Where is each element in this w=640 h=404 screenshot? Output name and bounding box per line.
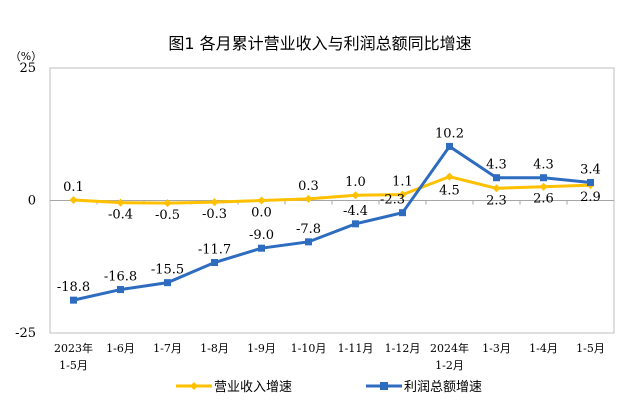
data-point (257, 196, 266, 205)
x-tick-label: 1-2月 (435, 359, 464, 372)
data-point (540, 174, 547, 182)
x-tick-label: 1-5月 (59, 359, 88, 372)
legend-item-revenue[interactable]: 营业收入增速 (176, 376, 292, 395)
data-point (351, 191, 360, 200)
legend-item-profit[interactable]: 利润总额增速 (366, 376, 482, 395)
data-label: 1.0 (345, 175, 366, 190)
data-label: -7.8 (296, 222, 321, 237)
series-line-1 (73, 144, 591, 302)
data-point (164, 279, 171, 287)
x-tick-label: 1-8月 (200, 342, 229, 355)
data-point (70, 296, 77, 304)
y-axis-unit: （%） (10, 50, 42, 63)
data-label: -0.3 (202, 207, 227, 222)
data-label: -15.5 (151, 263, 184, 278)
legend-diamond-icon (176, 381, 212, 390)
y-tick-label: 0 (28, 194, 36, 209)
data-label: -0.4 (108, 208, 133, 223)
data-label: 2.3 (486, 193, 507, 208)
series-line-0 (73, 175, 591, 205)
data-label: 4.3 (486, 158, 507, 173)
data-label: 0.0 (251, 206, 272, 221)
chart-title: 图1 各月累计营业收入与利润总额同比增速 (168, 34, 472, 53)
data-point (587, 178, 594, 186)
data-point (399, 209, 406, 217)
data-point (258, 244, 265, 252)
x-tick-label: 2023年 (54, 341, 93, 355)
x-tick-label: 1-9月 (247, 342, 276, 355)
x-tick-label: 1-11月 (338, 342, 374, 355)
data-label: 3.4 (580, 162, 601, 177)
x-tick-label: 1-5月 (576, 342, 605, 355)
data-label: 4.3 (533, 158, 554, 173)
x-tick-label: 1-3月 (482, 342, 511, 355)
legend-square-icon (366, 381, 402, 390)
data-label: 0.3 (298, 179, 319, 194)
x-tick-label: 1-12月 (385, 342, 421, 355)
data-point (305, 238, 312, 246)
data-point (398, 190, 407, 199)
data-point (539, 182, 548, 191)
data-label: 1.1 (392, 175, 413, 190)
x-tick-label: 2024年 (430, 341, 469, 355)
data-point (116, 198, 125, 207)
data-label: 10.2 (435, 126, 464, 141)
x-tick-label: 1-6月 (106, 342, 135, 355)
legend-label: 营业收入增速 (214, 380, 293, 395)
data-label: 2.9 (580, 190, 601, 205)
data-point (117, 286, 124, 294)
data-point (211, 259, 218, 267)
data-point (446, 142, 453, 150)
data-label: -0.5 (155, 208, 180, 223)
data-point (445, 172, 454, 181)
data-label: -16.8 (104, 270, 137, 285)
x-tick-label: 1-10月 (291, 342, 327, 355)
data-label: -4.4 (343, 204, 368, 219)
data-point (352, 220, 359, 228)
data-point (304, 194, 313, 203)
data-label: -2.3 (380, 193, 405, 208)
data-label: -18.8 (57, 280, 90, 295)
x-tick-label: 1-7月 (153, 342, 182, 355)
legend-label: 利润总额增速 (404, 380, 483, 395)
data-point (69, 195, 78, 204)
data-label: 0.1 (63, 180, 84, 195)
data-label: 2.6 (533, 192, 554, 207)
data-label: -9.0 (249, 228, 274, 243)
y-tick-label: 25 (19, 61, 36, 76)
data-point (492, 184, 501, 193)
data-point (163, 199, 172, 208)
x-tick-label: 1-4月 (529, 342, 558, 355)
data-label: -11.7 (198, 243, 231, 258)
y-tick-label: -25 (15, 326, 36, 341)
data-point (210, 198, 219, 207)
data-point (493, 174, 500, 182)
data-label: 4.5 (439, 184, 460, 199)
